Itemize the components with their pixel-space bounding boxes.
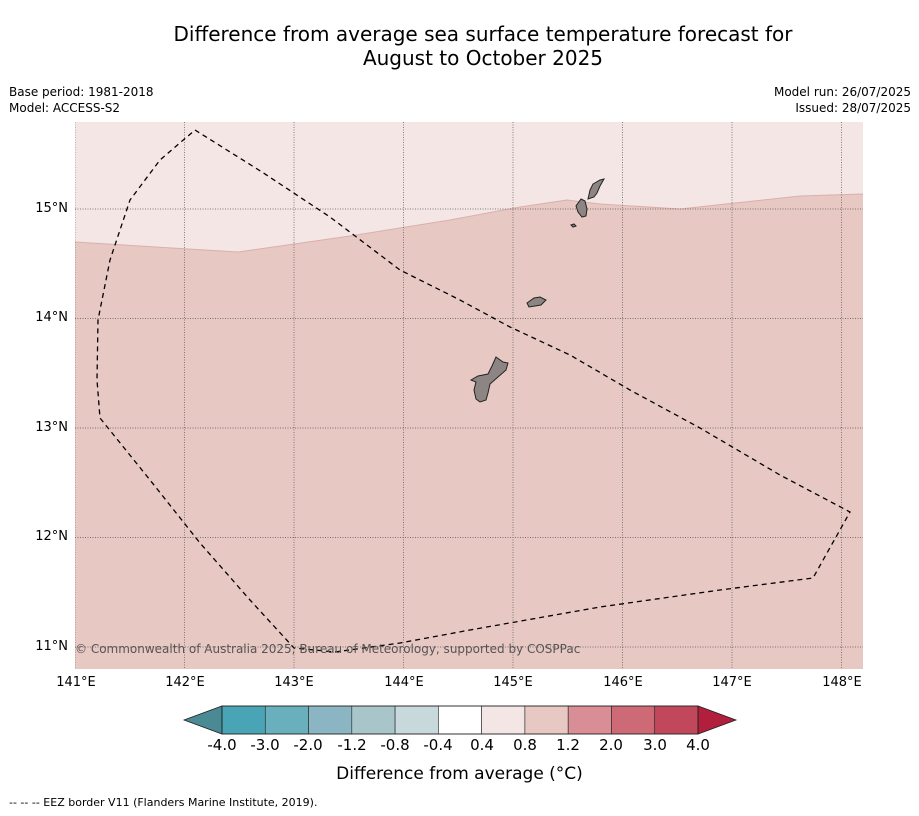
lat-label-15n: 15°N xyxy=(35,201,68,216)
copyright-notice: © Commonwealth of Australia 2025, Bureau… xyxy=(75,642,581,656)
island-saipan xyxy=(587,178,606,200)
colorbar-tick-label: -0.8 xyxy=(380,736,410,754)
base-period-info: Base period: 1981-2018 Model: ACCESS-S2 xyxy=(9,84,154,116)
title-line-2: August to October 2025 xyxy=(362,46,604,70)
colorbar-tick-label: -2.0 xyxy=(293,736,323,754)
eez-legend-note: -- -- -- EEZ border V11 (Flanders Marine… xyxy=(9,796,318,809)
chart-title: Difference from average sea surface temp… xyxy=(0,22,919,70)
lon-label-148e: 148°E xyxy=(822,675,862,690)
lat-label-13n: 13°N xyxy=(35,420,68,435)
colorbar-tick-label: 3.0 xyxy=(643,736,667,754)
island-tinian xyxy=(575,198,588,218)
lon-label-144e: 144°E xyxy=(384,675,424,690)
issued-date: Issued: 28/07/2025 xyxy=(795,101,911,115)
colorbar-tick-label: -1.2 xyxy=(337,736,367,754)
colorbar-tick-label: 4.0 xyxy=(686,736,710,754)
eez-border xyxy=(96,129,851,653)
lon-label-146e: 146°E xyxy=(603,675,643,690)
colorbar-tick-label: -0.4 xyxy=(423,736,453,754)
colorbar-frame xyxy=(221,705,699,735)
lon-label-141e: 141°E xyxy=(56,675,96,690)
colorbar-tick-label: 0.4 xyxy=(470,736,494,754)
colorbar-tick-label: 0.8 xyxy=(513,736,537,754)
colorbar-title: Difference from average (°C) xyxy=(336,764,583,784)
island-aguijan xyxy=(570,223,577,228)
colorbar-tick-label: 1.2 xyxy=(556,736,580,754)
title-line-1: Difference from average sea surface temp… xyxy=(173,22,793,46)
colorbar-segment xyxy=(264,705,309,735)
island-rota xyxy=(526,296,547,308)
lat-label-11n: 11°N xyxy=(35,639,68,654)
colorbar-extend-high xyxy=(697,705,738,735)
model-run-date: Model run: 26/07/2025 xyxy=(773,85,911,99)
colorbar-segment xyxy=(654,705,699,735)
colorbar-segment xyxy=(611,705,656,735)
colorbar-segment xyxy=(438,705,482,735)
lon-label-142e: 142°E xyxy=(165,675,205,690)
model-name: Model: ACCESS-S2 xyxy=(9,101,121,115)
lon-label-147e: 147°E xyxy=(712,675,752,690)
colorbar-tick-label: -3.0 xyxy=(250,736,280,754)
anomaly-boundary-line xyxy=(75,193,863,253)
colorbar-segment xyxy=(221,705,266,735)
lat-label-12n: 12°N xyxy=(35,529,68,544)
colorbar-segment xyxy=(567,705,612,735)
colorbar xyxy=(182,705,738,735)
lon-label-145e: 145°E xyxy=(493,675,533,690)
colorbar-segment xyxy=(394,705,439,735)
island-guam xyxy=(469,356,509,403)
lat-label-14n: 14°N xyxy=(35,310,68,325)
landmasses xyxy=(469,178,606,403)
colorbar-segment xyxy=(524,705,569,735)
colorbar-segment xyxy=(351,705,396,735)
colorbar-segment xyxy=(308,705,353,735)
colorbar-extend-low xyxy=(182,705,223,735)
graticule xyxy=(75,122,863,669)
run-info: Model run: 26/07/2025 Issued: 28/07/2025 xyxy=(774,84,911,116)
anomaly-region-0.8-1.2 xyxy=(75,194,863,669)
colorbar-tick-label: 2.0 xyxy=(599,736,623,754)
colorbar-tick-label: -4.0 xyxy=(207,736,237,754)
lon-label-143e: 143°E xyxy=(274,675,314,690)
colorbar-segment xyxy=(481,705,526,735)
base-period: Base period: 1981-2018 xyxy=(9,85,154,99)
